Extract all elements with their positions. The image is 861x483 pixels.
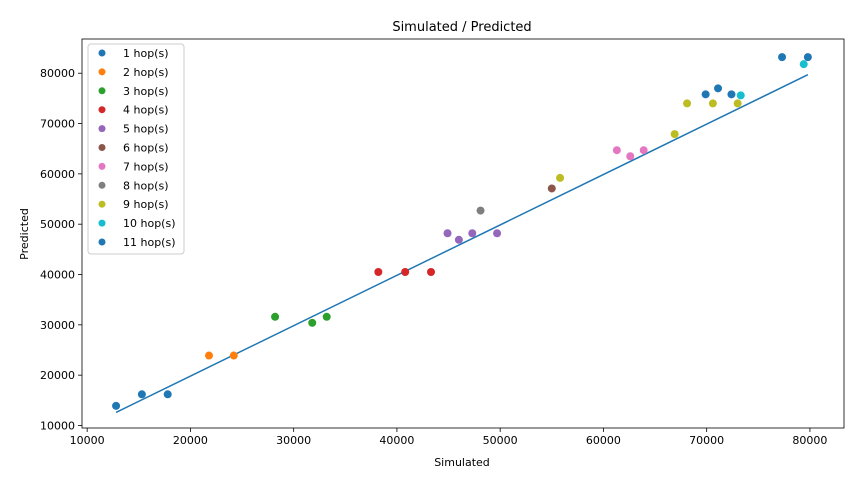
data-point-series-11	[714, 84, 723, 93]
x-tick-label: 40000	[379, 434, 414, 447]
legend-marker	[98, 162, 106, 170]
x-tick-label: 80000	[792, 434, 827, 447]
legend-marker	[98, 87, 106, 95]
legend-label: 5 hop(s)	[123, 123, 169, 136]
data-point-series-11	[727, 90, 736, 99]
legend-label: 10 hop(s)	[123, 217, 176, 230]
y-tick-label: 50000	[40, 218, 75, 231]
legend-label: 1 hop(s)	[123, 47, 169, 60]
legend-marker	[98, 238, 106, 246]
data-point-series-1	[137, 390, 146, 399]
data-point-series-5	[454, 235, 463, 244]
legend-marker	[98, 68, 106, 76]
y-tick-label: 70000	[40, 118, 75, 131]
legend-label: 11 hop(s)	[123, 236, 176, 249]
legend-label: 2 hop(s)	[123, 66, 169, 79]
data-point-series-5	[468, 229, 477, 238]
data-point-series-4	[374, 267, 383, 276]
data-point-series-7	[612, 146, 621, 155]
y-axis: 10000 20000 30000 40000 50000 60000 70000 80000	[40, 67, 82, 432]
y-tick-label: 40000	[40, 269, 75, 282]
x-axis-label: Simulated	[434, 456, 490, 469]
x-tick-label: 50000	[483, 434, 518, 447]
data-point-series-4	[426, 267, 435, 276]
data-point-series-8	[476, 206, 485, 215]
data-point-series-3	[308, 318, 317, 327]
data-point-series-3	[322, 312, 331, 321]
legend-marker	[98, 49, 106, 57]
legend: 1 hop(s) 2 hop(s) 3 hop(s) 4 hop(s) 5 hop(s)…	[87, 43, 185, 255]
axes-frame	[81, 38, 845, 429]
data-point-series-11	[778, 53, 787, 62]
legend-marker	[98, 144, 106, 151]
data-point-series-9	[670, 130, 679, 139]
y-tick-label: 60000	[40, 168, 75, 181]
legend-marker	[98, 200, 106, 208]
data-point-series-1	[112, 401, 121, 410]
x-axis: 10000 20000 30000 40000 50000 60000 70000 80000	[70, 428, 827, 447]
data-point-series-9	[556, 173, 565, 182]
legend-marker	[98, 181, 106, 189]
legend-marker	[98, 219, 106, 227]
plot-area	[112, 53, 812, 414]
y-axis-label: Predicted	[18, 208, 31, 260]
chart-title: Simulated / Predicted	[392, 20, 531, 35]
data-point-series-7	[639, 146, 648, 155]
legend-label: 4 hop(s)	[123, 104, 169, 117]
data-point-series-5	[493, 229, 502, 238]
x-tick-label: 60000	[586, 434, 621, 447]
y-tick-label: 10000	[40, 419, 75, 432]
data-point-series-4	[401, 267, 410, 276]
x-tick-label: 30000	[276, 434, 311, 447]
data-point-series-1	[163, 390, 172, 399]
y-tick-label: 20000	[40, 369, 75, 382]
legend-label: 6 hop(s)	[123, 142, 169, 155]
legend-label: 7 hop(s)	[123, 160, 169, 173]
data-point-series-9	[733, 99, 742, 108]
legend-label: 9 hop(s)	[123, 198, 169, 211]
data-point-series-9	[683, 99, 692, 108]
data-point-series-9	[708, 99, 717, 108]
data-point-series-10	[799, 60, 808, 69]
data-point-series-5	[443, 229, 452, 238]
data-point-series-2	[229, 351, 238, 360]
data-point-series-11	[803, 53, 812, 62]
data-point-series-7	[626, 152, 635, 161]
legend-marker	[98, 106, 106, 114]
x-tick-label: 10000	[70, 434, 105, 447]
y-tick-label: 80000	[40, 67, 75, 80]
legend-label: 8 hop(s)	[123, 179, 169, 192]
legend-label: 3 hop(s)	[123, 85, 169, 98]
data-point-series-10	[736, 91, 745, 100]
legend-box	[87, 43, 185, 255]
data-point-series-2	[205, 351, 213, 360]
data-point-series-6	[547, 184, 556, 193]
legend-marker	[98, 125, 106, 133]
y-tick-label: 30000	[40, 319, 75, 332]
x-tick-label: 70000	[689, 434, 724, 447]
data-point-series-3	[271, 312, 280, 321]
x-tick-label: 20000	[173, 434, 208, 447]
data-point-series-11	[701, 90, 710, 99]
